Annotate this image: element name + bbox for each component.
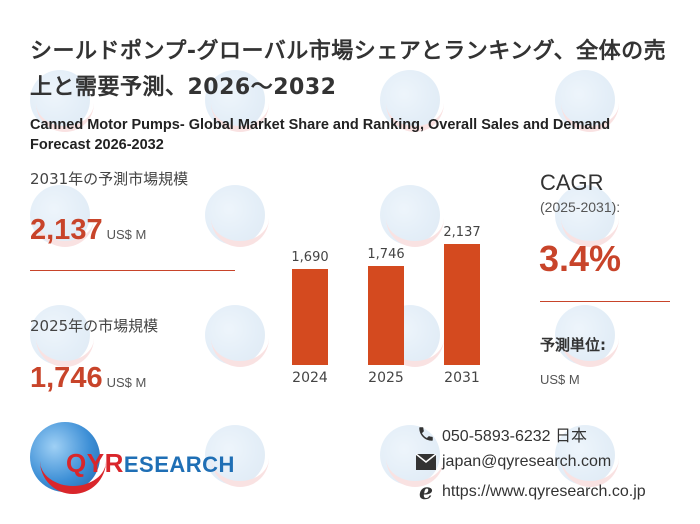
- page-title-english: Canned Motor Pumps- Global Market Share …: [30, 117, 611, 153]
- watermark-globe-icon: [205, 305, 269, 367]
- watermark-globe-icon: [555, 425, 619, 487]
- watermark-globe-icon: [555, 305, 619, 367]
- contact-phone: 050-5893-6232 日本: [415, 422, 587, 446]
- watermark-globe-icon: [205, 70, 269, 132]
- qyresearch-logo: QYRESEARCH: [30, 418, 234, 498]
- current-size-value-group: 1,746 US$ M: [30, 362, 146, 395]
- phone-icon: [415, 424, 437, 444]
- forecast-size-label: 2031年の予測市場規模: [30, 170, 189, 188]
- email-link[interactable]: japan@qyresearch.com: [442, 453, 612, 470]
- current-size-value: 1,746: [30, 362, 103, 394]
- watermark-globe-icon: [30, 185, 94, 247]
- forecast-size-value-group: 2,137 US$ M: [30, 214, 146, 247]
- contact-website: e https://www.qyresearch.co.jp: [415, 479, 646, 505]
- contact-email: japan@qyresearch.com: [415, 452, 611, 472]
- bar-value-label: 2,137: [443, 225, 481, 240]
- bar-value-label: 1,746: [367, 247, 405, 262]
- bar-category-label: 2031: [444, 370, 480, 386]
- cagr-range: (2025-2031):: [540, 199, 621, 215]
- cagr-value: 3.4%: [539, 238, 622, 279]
- watermark-globe-icon: [205, 425, 269, 487]
- watermark-globe-icon: [30, 305, 94, 367]
- bar-2025: [368, 266, 404, 365]
- watermark-globe-icon: [380, 185, 444, 247]
- website-link[interactable]: https://www.qyresearch.co.jp: [442, 483, 646, 500]
- internet-explorer-icon: e: [419, 479, 433, 505]
- forecast-unit-value: US$ M: [540, 372, 580, 387]
- cagr-title: CAGR: [540, 170, 604, 195]
- bar-2024: [292, 269, 328, 365]
- watermark-globe-icon: [30, 70, 94, 132]
- watermark-globe-icon: [380, 70, 444, 132]
- current-size-unit: US$ M: [106, 375, 147, 390]
- swoosh-icon: [40, 458, 106, 494]
- divider: [540, 301, 670, 302]
- forecast-size-value: 2,137: [30, 214, 103, 246]
- bar-value-label: 1,690: [291, 250, 329, 265]
- logo-wordmark: QYRESEARCH: [66, 448, 235, 478]
- bar-category-label: 2025: [368, 370, 404, 386]
- watermark-globe-icon: [555, 185, 619, 247]
- forecast-size-unit: US$ M: [106, 227, 147, 242]
- bar-category-label: 2024: [292, 370, 328, 386]
- phone-number: 050-5893-6232 日本: [442, 428, 587, 445]
- watermark-globe-icon: [555, 70, 619, 132]
- forecast-unit-title: 予測単位:: [540, 336, 606, 354]
- current-size-label: 2025年の市場規模: [30, 317, 159, 335]
- email-icon: [415, 452, 437, 472]
- page-title-japanese: シールドポンプ-グローバル市場シェアとランキング、全体の売上と需要予測、2026…: [30, 39, 667, 100]
- bar-2031: [444, 244, 480, 365]
- watermark-globe-icon: [205, 185, 269, 247]
- divider: [30, 270, 235, 271]
